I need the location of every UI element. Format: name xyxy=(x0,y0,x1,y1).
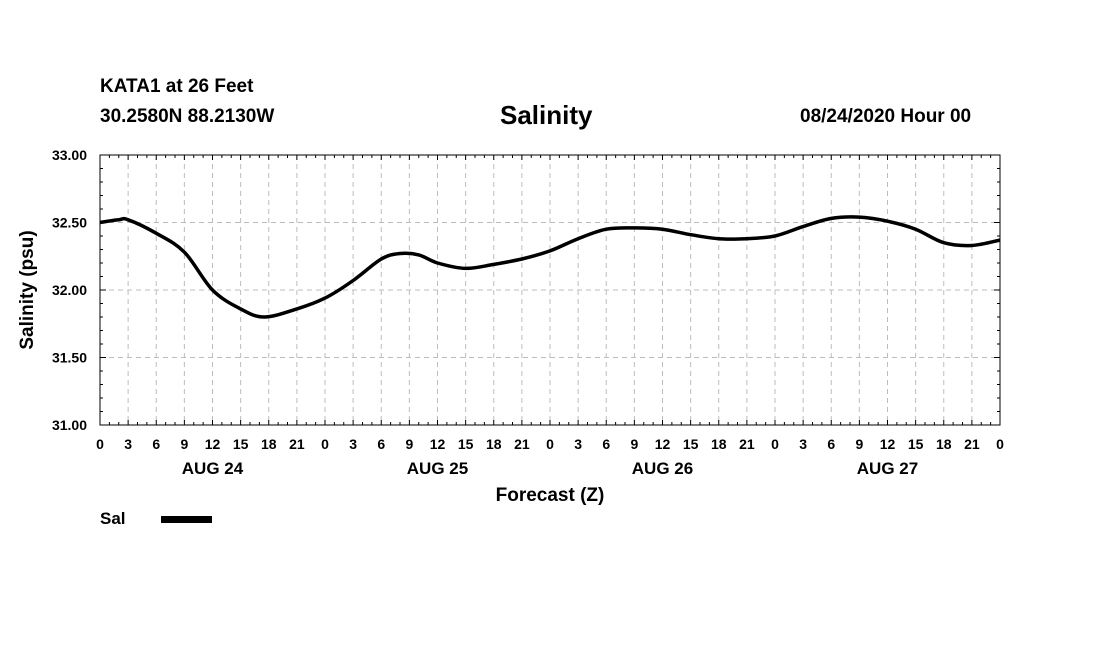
x-tick-label: 3 xyxy=(124,436,132,452)
chart-title: Salinity xyxy=(500,100,593,130)
series-line-sal xyxy=(99,215,1001,319)
x-tick-label: 6 xyxy=(827,436,835,452)
x-tick-label: 6 xyxy=(152,436,160,452)
axis-labels: 0 3 6 9 12 15 18 21 0 3 6 9 12 15 18 21 0 3 6 9 12 15 18 21 0 3 6 9… xyxy=(52,147,1004,478)
x-tick-label: 12 xyxy=(430,436,446,452)
date-label: AUG 25 xyxy=(407,459,468,478)
y-tick-label: 32.00 xyxy=(52,282,87,298)
x-tick-label: 18 xyxy=(936,436,952,452)
y-tick-label: 31.50 xyxy=(52,350,87,366)
y-tick-label: 33.00 xyxy=(52,147,87,163)
x-tick-label: 21 xyxy=(739,436,755,452)
x-tick-label: 12 xyxy=(880,436,896,452)
series-layer xyxy=(99,215,1001,319)
date-label: AUG 27 xyxy=(857,459,918,478)
y-tick-label: 31.00 xyxy=(52,417,87,433)
station-label: KATA1 at 26 Feet xyxy=(100,76,254,97)
x-tick-label: 9 xyxy=(405,436,413,452)
legend-swatch xyxy=(161,515,212,523)
x-tick-label: 12 xyxy=(205,436,221,452)
y-tick-label: 32.50 xyxy=(52,215,87,231)
x-tick-label: 6 xyxy=(377,436,385,452)
x-tick-label: 0 xyxy=(321,436,329,452)
x-tick-label: 21 xyxy=(289,436,305,452)
x-tick-label: 15 xyxy=(233,436,249,452)
date-label: AUG 24 xyxy=(182,459,244,478)
date-label: AUG 26 xyxy=(632,459,693,478)
x-tick-label: 18 xyxy=(486,436,502,452)
y-axis-label: Salinity (psu) xyxy=(17,230,38,349)
forecast-run-time: 08/24/2020 Hour 00 xyxy=(800,106,972,127)
x-tick-label: 15 xyxy=(683,436,699,452)
x-axis-label: Forecast (Z) xyxy=(496,485,605,506)
x-tick-label: 3 xyxy=(574,436,582,452)
x-tick-label: 3 xyxy=(799,436,807,452)
x-tick-label: 18 xyxy=(711,436,727,452)
x-tick-label: 6 xyxy=(602,436,610,452)
coordinates-label: 30.2580N 88.2130W xyxy=(100,106,275,127)
x-tick-label: 15 xyxy=(908,436,924,452)
x-tick-label: 18 xyxy=(261,436,277,452)
x-tick-label: 0 xyxy=(96,436,104,452)
x-tick-label: 9 xyxy=(180,436,188,452)
grid-lines xyxy=(100,155,1000,425)
x-tick-label: 3 xyxy=(349,436,357,452)
legend-label: Sal xyxy=(100,509,126,528)
x-tick-label: 0 xyxy=(771,436,779,452)
x-tick-label: 21 xyxy=(514,436,530,452)
x-tick-label: 12 xyxy=(655,436,671,452)
x-tick-label: 9 xyxy=(630,436,638,452)
x-tick-label: 9 xyxy=(855,436,863,452)
x-tick-label: 0 xyxy=(546,436,554,452)
plot-frame xyxy=(99,154,1001,426)
x-tick-label: 0 xyxy=(996,436,1004,452)
x-tick-label: 15 xyxy=(458,436,474,452)
legend: Sal xyxy=(100,509,212,529)
x-tick-label: 21 xyxy=(964,436,980,452)
